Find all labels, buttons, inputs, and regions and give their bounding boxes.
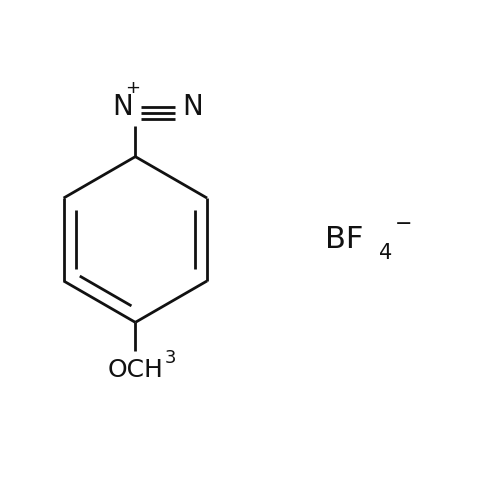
Text: +: + bbox=[125, 80, 140, 97]
Text: OCH: OCH bbox=[107, 358, 163, 382]
Text: BF: BF bbox=[325, 225, 363, 254]
Text: N: N bbox=[112, 93, 133, 121]
Text: N: N bbox=[182, 93, 204, 121]
Text: 4: 4 bbox=[379, 243, 392, 263]
Text: −: − bbox=[395, 214, 412, 234]
Text: 3: 3 bbox=[165, 349, 177, 367]
